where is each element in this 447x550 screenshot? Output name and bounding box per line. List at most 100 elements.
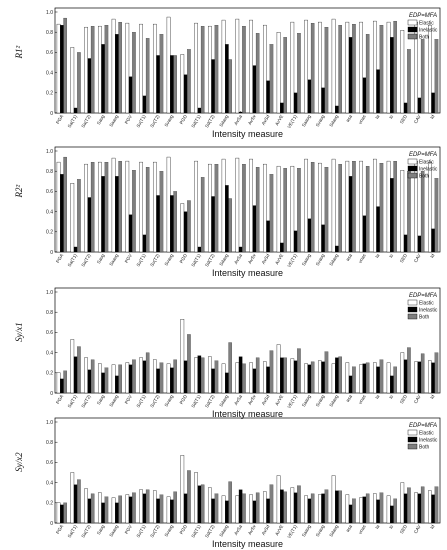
bar-elastic [235,495,240,524]
x-tick-label: Sv(T2) [149,394,160,409]
bar-elastic [152,23,157,114]
bar-both [310,162,315,253]
bar-inelastic [101,176,105,253]
bar-inelastic [128,76,133,114]
bar-inelastic [417,97,422,114]
x-tick-label: Sv(T1) [136,114,147,129]
y-tick-label: 0.6 [46,330,53,336]
bar-both [159,171,164,253]
legend-label-both: Both [419,444,430,450]
x-tick-label: Svavg [315,524,326,538]
bar-both [352,498,356,524]
bar-elastic [290,358,295,394]
bar-inelastic [115,502,119,524]
bar-elastic [152,490,157,524]
x-tick-label: PGD [179,113,189,125]
legend-swatch-inelastic [407,436,418,443]
bar-elastic [166,496,171,524]
bar-both [420,171,425,253]
bar-elastic [304,495,308,524]
bar-elastic [331,18,336,114]
bar-elastic [70,339,75,394]
bar-elastic [400,30,405,114]
bar-both [297,168,301,253]
bar-inelastic [321,493,325,524]
y-tick-label: 0.8 [46,30,53,36]
bar-elastic [249,19,253,114]
bar-inelastic [390,37,394,114]
bar-elastic [386,362,391,394]
x-tick-label: PGV [124,523,134,535]
bar-both [365,493,370,524]
bar-elastic [166,363,171,394]
bar-both [104,496,109,524]
bar-both [132,492,136,524]
bar-elastic [84,26,88,114]
bar-both [269,484,274,524]
bar-both [242,164,246,253]
bar-both [118,364,122,394]
x-tick-label: AvSd [261,524,271,536]
bar-inelastic [403,493,408,524]
bar-both [90,493,95,524]
x-tick-label: PGA [55,252,65,264]
bar-both [310,23,315,114]
bar-inelastic [293,92,298,114]
x-tick-label: Savg [96,253,106,265]
bar-both [187,200,191,253]
bar-elastic [180,319,185,394]
plot-frame [54,7,441,114]
bar-elastic [97,25,102,114]
x-tick-label: vnas [358,252,368,264]
bar-inelastic [211,368,215,394]
bar-inelastic [431,362,435,394]
x-tick-label: Saavg [301,114,312,128]
bar-both [214,25,219,114]
bar-both [324,27,329,114]
bar-both [63,156,67,253]
chart-panel-4: 0 0.2 0.4 0.6 0.8 1.0 Sy/x2 PGA Sa(T1) Sa(T2) Savg… [14,417,441,549]
bar-elastic [207,356,212,394]
bar-both [297,485,301,524]
bar-inelastic [307,498,312,524]
bar-both [145,352,150,394]
bar-elastic [304,363,308,394]
bar-inelastic [170,55,174,114]
bar-inelastic [197,485,202,524]
bar-both [407,487,411,524]
y-tick-label: 0.2 [46,501,53,507]
bar-inelastic [142,234,147,253]
bar-elastic [56,161,61,253]
bar-elastic [207,163,212,253]
bar-both [77,346,81,394]
x-tick-label: Sd(T2) [204,524,216,539]
legend-swatch-both [407,443,418,450]
bar-elastic [428,161,432,253]
bar-both [200,357,205,394]
x-tick-label: Sa(T1) [67,524,79,539]
bar-inelastic [252,205,257,253]
bar-elastic [221,19,226,114]
bar-both [352,366,356,394]
bar-inelastic [115,375,119,394]
x-tick-label: AvSa [233,394,243,406]
x-tick-label: Sv(T2) [149,253,160,268]
bar-elastic [70,183,75,253]
bar-both [283,37,287,114]
x-tick-label: Sd(T2) [204,114,216,129]
x-tick-label: Sa(T1) [67,114,79,129]
x-tick-label: asa [345,253,353,262]
x-tick-label: Sdavg [328,253,339,267]
y-tick-label: 1.0 [46,290,53,296]
bar-inelastic [362,496,367,524]
bar-elastic [139,357,143,394]
bar-both [77,179,81,253]
y-tick-label: 1.0 [46,10,53,16]
bar-both [90,359,95,394]
bar-both [283,168,287,253]
x-tick-label: Svavg [164,394,175,408]
bar-both [90,162,95,253]
x-tick-label: PGA [55,523,65,535]
legend-label-inelastic: Inelastic [419,166,438,172]
x-tick-label: Id [429,114,435,120]
